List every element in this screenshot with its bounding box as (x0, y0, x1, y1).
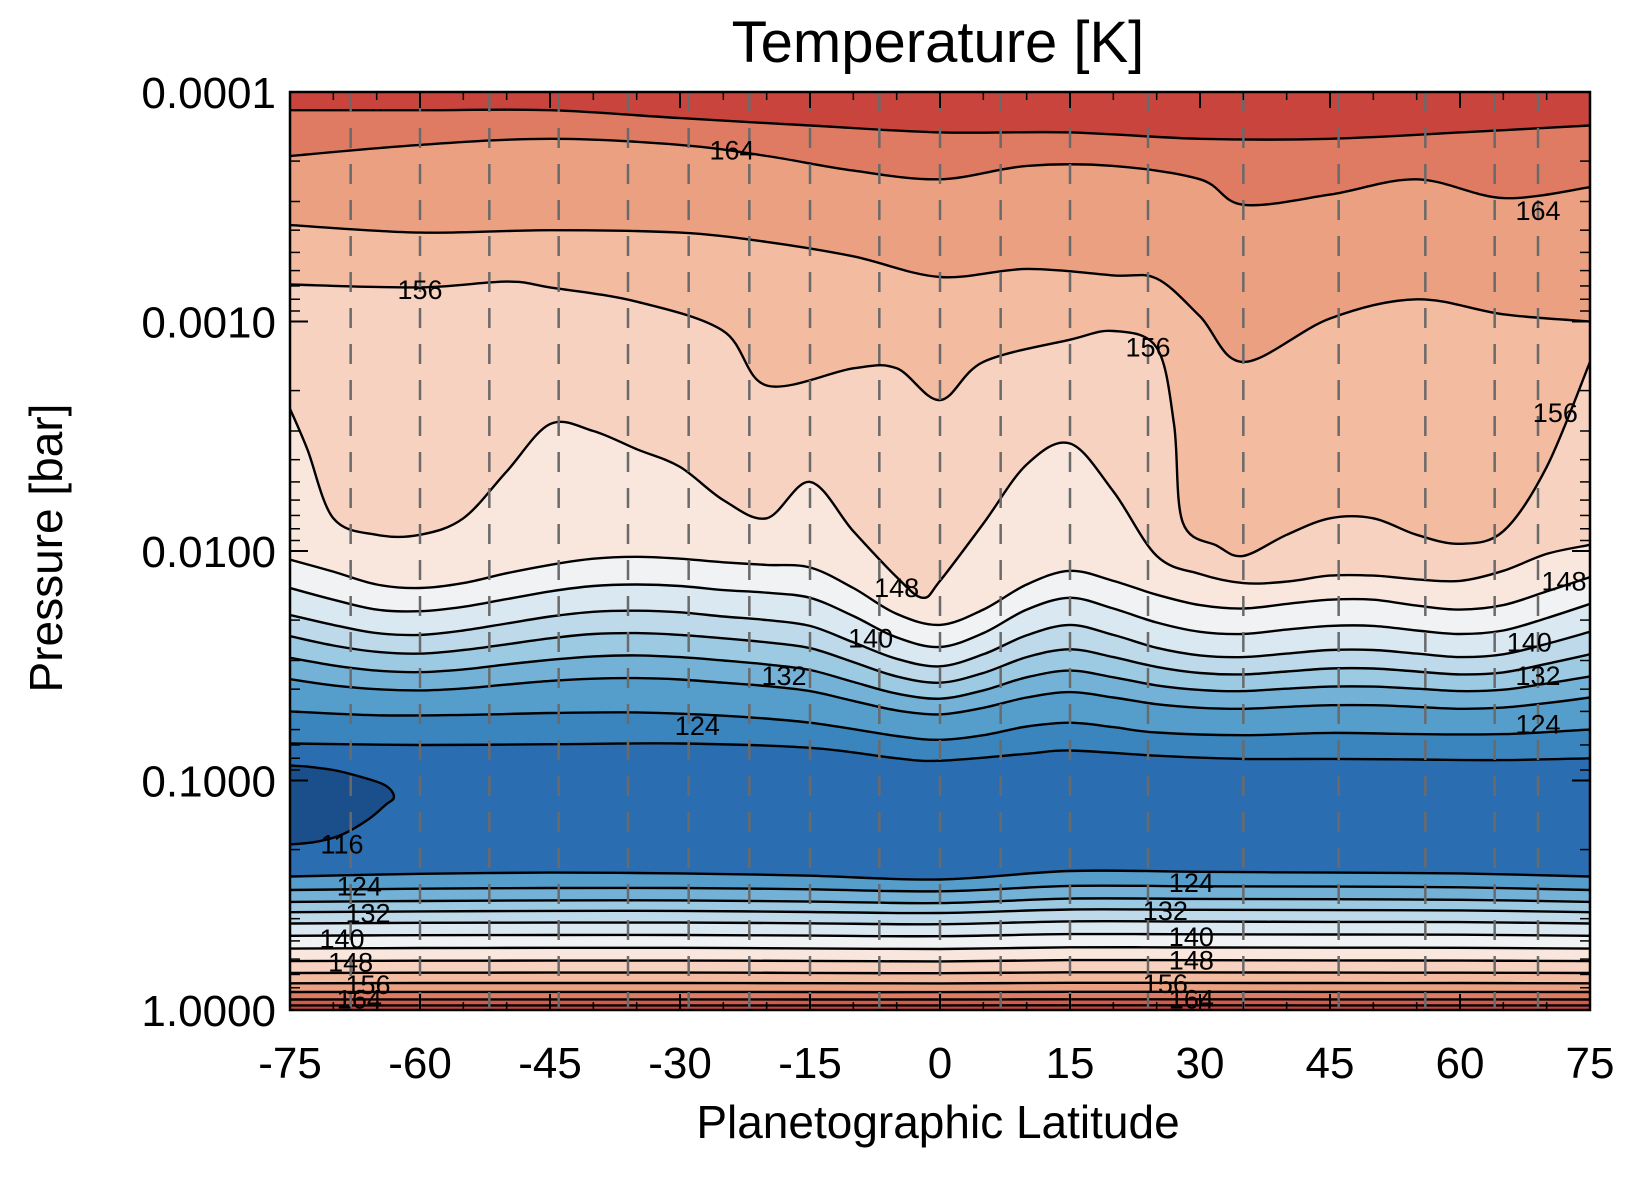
x-tick-label: 75 (1566, 1039, 1615, 1088)
contour-label: 140 (319, 924, 364, 954)
contour-line-120 (290, 869, 1590, 881)
x-tick-label: 0 (928, 1039, 952, 1088)
contour-label: 148 (1541, 567, 1586, 597)
contour-label: 148 (1169, 946, 1214, 976)
contour-label: 156 (1533, 398, 1578, 428)
contour-line-144 (290, 945, 1590, 951)
contour-line-132 (290, 654, 1590, 700)
x-tick-label: -15 (778, 1039, 842, 1088)
contour-line-132 (290, 908, 1590, 915)
contour-label: 132 (1143, 896, 1188, 926)
contour-line-156 (290, 981, 1590, 985)
x-tick-label: -30 (648, 1039, 712, 1088)
contour-label: 140 (1169, 922, 1214, 952)
contour-line-160 (290, 223, 1590, 364)
x-tick-label: 45 (1306, 1039, 1355, 1088)
contour-label: 124 (1169, 868, 1214, 898)
y-tick-label: 1.0000 (141, 987, 276, 1036)
contour-label: 156 (1125, 333, 1170, 363)
contour-label: 148 (328, 947, 373, 977)
contour-label: 140 (1507, 627, 1552, 657)
contour-label: 124 (337, 872, 382, 902)
contour-label: 156 (1143, 969, 1188, 999)
contour-label: 116 (320, 829, 363, 859)
x-tick-label: -75 (258, 1039, 322, 1088)
contour-label: 156 (397, 275, 442, 305)
latitude-guides (349, 92, 1540, 1010)
contour-label: 164 (709, 136, 754, 166)
contour-line-116 (290, 764, 396, 846)
y-tick-label: 0.1000 (141, 758, 276, 807)
y-tick-label: 0.0001 (141, 69, 276, 118)
contour-label: 132 (345, 899, 390, 929)
contour-label: 124 (1515, 709, 1560, 739)
contour-label: 148 (874, 573, 919, 603)
contour-label: 156 (345, 970, 390, 1000)
y-tick-label: 0.0010 (141, 299, 276, 348)
x-tick-label: 15 (1046, 1039, 1095, 1088)
contour-line-156 (290, 280, 1590, 558)
contour-fills (290, 92, 1590, 1010)
contour-line-120 (290, 742, 1590, 763)
y-axis: 0.0001 0.0010 0.0100 0.1000 1.0000 (141, 69, 1590, 1036)
x-tick-label: 30 (1176, 1039, 1225, 1088)
contour-line-140 (290, 609, 1590, 668)
x-axis: -75 -60 -45 -30 -15 0 15 30 45 60 75 (258, 92, 1614, 1088)
contour-label: 164 (1515, 196, 1560, 226)
contour-label: 124 (675, 711, 720, 741)
y-tick-label: 0.0100 (141, 528, 276, 577)
x-axis-title: Planetographic Latitude (696, 1096, 1179, 1148)
x-tick-label: 60 (1436, 1039, 1485, 1088)
y-axis-title: Pressure [bar] (20, 404, 72, 693)
contour-label: 132 (761, 661, 806, 691)
contour-label: 132 (1515, 661, 1560, 691)
x-tick-label: -60 (388, 1039, 452, 1088)
contour-line-124 (290, 710, 1590, 742)
contour-label: 140 (848, 623, 893, 653)
contour-band (290, 765, 394, 845)
contour-line-152 (290, 408, 1590, 600)
contour-line-148 (290, 555, 1590, 627)
chart-title: Temperature [K] (732, 10, 1145, 75)
x-tick-label: -45 (518, 1039, 582, 1088)
